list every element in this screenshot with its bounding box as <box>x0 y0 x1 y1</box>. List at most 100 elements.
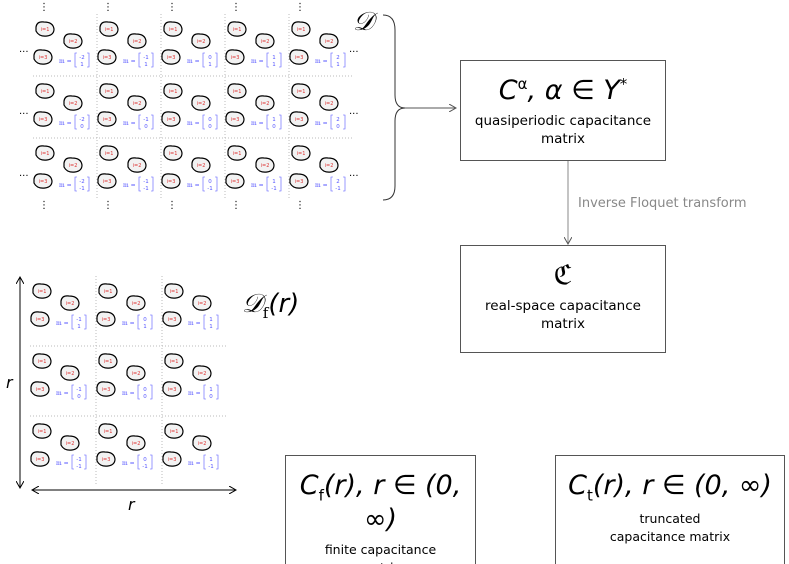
resonator-label: i=1 <box>105 151 114 157</box>
m-label: m = <box>123 120 136 127</box>
resonator-label: i=1 <box>41 27 50 33</box>
resonator-label: i=3 <box>167 179 176 185</box>
edge-label: Inverse Floquet transform <box>578 196 747 211</box>
m-label: m = <box>56 390 69 397</box>
resonator-label: i=3 <box>231 179 240 185</box>
m-entry: -1 <box>143 186 148 192</box>
resonator-label: i=2 <box>66 371 75 377</box>
resonator-label: i=2 <box>133 39 142 45</box>
resonator-label: i=3 <box>103 55 112 61</box>
m-entry: 0 <box>77 394 81 400</box>
m-entry: -1 <box>208 464 213 470</box>
set-label: 𝒟f(r) <box>242 289 299 322</box>
expr: (r), r ∈ (0, ∞) <box>593 470 772 501</box>
m-label: m = <box>122 320 135 327</box>
m-entry: 1 <box>143 324 147 330</box>
resonator-label: i=2 <box>132 371 141 377</box>
m-entry: -1 <box>271 186 276 192</box>
m-label: m = <box>188 460 201 467</box>
superscript: α <box>518 75 528 93</box>
resonator-label: i=3 <box>167 117 176 123</box>
symbol: C <box>568 470 587 501</box>
m-label: m = <box>315 182 328 189</box>
ellipsis: ⋮ <box>103 2 113 13</box>
resonator-label: i=1 <box>41 89 50 95</box>
resonator-label: i=1 <box>38 289 47 295</box>
resonator-label: i=1 <box>170 429 179 435</box>
m-label: m = <box>123 58 136 65</box>
m-entry: 1 <box>77 324 81 330</box>
resonator-label: i=2 <box>197 101 206 107</box>
resonator-label: i=1 <box>38 429 47 435</box>
resonator-label: i=2 <box>198 301 207 307</box>
m-entry: 1 <box>336 62 340 68</box>
m-entry: 1 <box>272 55 276 61</box>
ellipsis: ... <box>19 106 29 117</box>
argument: (r) <box>268 289 299 319</box>
resonator-label: i=1 <box>169 151 178 157</box>
resonator-label: i=2 <box>261 39 270 45</box>
resonator-label: i=1 <box>233 151 242 157</box>
m-label: m = <box>123 182 136 189</box>
resonator-label: i=2 <box>133 163 142 169</box>
m-entry: -1 <box>142 464 147 470</box>
resonator-label: i=2 <box>66 301 75 307</box>
m-label: m = <box>122 390 135 397</box>
resonator-label: i=2 <box>69 39 78 45</box>
m-entry: 0 <box>209 394 213 400</box>
node-desc: quasiperiodic capacitance matrix <box>473 112 653 148</box>
node-math: Cα, α ∈ Y* <box>461 75 665 106</box>
node-math: Ct(r), r ∈ (0, ∞) <box>556 470 784 504</box>
resonator-label: i=1 <box>169 27 178 33</box>
node-math: ℭ <box>461 260 665 291</box>
ellipsis: ⋮ <box>231 200 241 211</box>
ellipsis: ... <box>349 106 359 117</box>
m-entry: 1 <box>272 62 276 68</box>
resonator-label: i=1 <box>105 27 114 33</box>
resonator-label: i=3 <box>103 117 112 123</box>
m-entry: 0 <box>143 457 147 463</box>
m-entry: -1 <box>79 186 84 192</box>
expr: (r), r ∈ (0, ∞) <box>324 470 461 535</box>
resonator-label: i=1 <box>170 289 179 295</box>
ellipsis: ⋮ <box>39 2 49 13</box>
resonator-label: i=3 <box>39 117 48 123</box>
diagram: Inverse Floquet transform r r 𝒟 𝒟f(r) ..… <box>0 0 789 564</box>
ellipsis: ⋮ <box>167 200 177 211</box>
m-entry: 1 <box>209 324 213 330</box>
m-entry: -1 <box>143 55 148 61</box>
node-desc: finite capacitance matrix <box>316 541 446 564</box>
m-label: m = <box>56 320 69 327</box>
resonator-label: i=1 <box>233 89 242 95</box>
m-entry: 0 <box>144 124 148 130</box>
resonator-label: i=2 <box>325 101 334 107</box>
resonator-label: i=3 <box>39 179 48 185</box>
m-label: m = <box>187 58 200 65</box>
m-label: m = <box>251 182 264 189</box>
m-label: m = <box>59 120 72 127</box>
node-desc: real-space capacitance matrix <box>483 297 643 333</box>
resonator-label: i=3 <box>168 457 177 463</box>
resonator-label: i=1 <box>297 27 306 33</box>
m-label: m = <box>59 58 72 65</box>
m-entry: 1 <box>80 62 84 68</box>
m-entry: 1 <box>209 457 213 463</box>
resonator-label: i=2 <box>66 441 75 447</box>
resonator-label: i=2 <box>198 371 207 377</box>
m-entry: 0 <box>208 179 212 185</box>
m-entry: -2 <box>79 179 84 185</box>
m-label: m = <box>56 460 69 467</box>
resonator-label: i=1 <box>105 89 114 95</box>
m-label: m = <box>315 120 328 127</box>
node-box: Cα, α ∈ Y* quasiperiodic capacitance mat… <box>460 60 666 161</box>
m-entry: 0 <box>143 317 147 323</box>
resonator-label: i=3 <box>36 457 45 463</box>
resonator-label: i=2 <box>132 301 141 307</box>
resonator-label: i=3 <box>103 179 112 185</box>
m-label: m = <box>251 58 264 65</box>
m-entry: -1 <box>143 179 148 185</box>
m-entry: -1 <box>76 464 81 470</box>
resonator-label: i=3 <box>39 55 48 61</box>
node-desc: truncated capacitance matrix <box>600 510 740 546</box>
m-entry: 0 <box>208 55 212 61</box>
